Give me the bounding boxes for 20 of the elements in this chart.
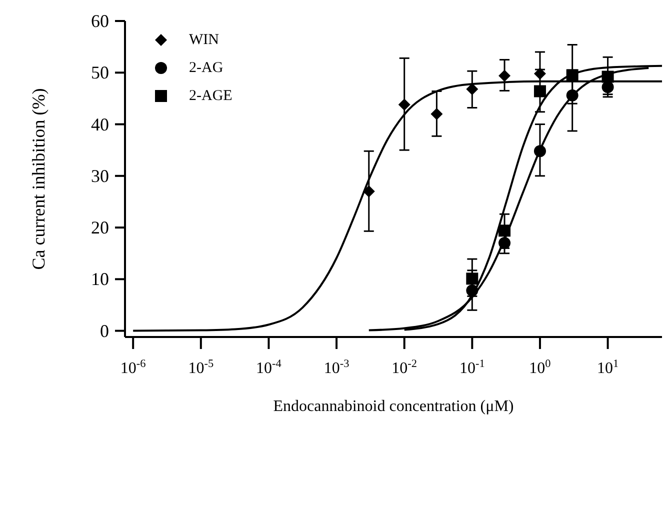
y-tick-label: 40 xyxy=(91,114,109,134)
x-tick-label: 10$^{-1}$ xyxy=(459,358,485,377)
x-tick-label: 10$^{-4}$ xyxy=(256,358,282,377)
x-tick-label: 10$^{-5}$ xyxy=(188,358,214,377)
y-tick-label: 30 xyxy=(91,166,109,186)
x-tick-label: 10$^{1}$ xyxy=(596,358,619,377)
x-tick-label: 10$^{-6}$ xyxy=(120,358,146,377)
legend-label: 2-AG xyxy=(189,60,224,76)
legend-label: WIN xyxy=(189,32,219,48)
x-tick-label: 10$^{-2}$ xyxy=(392,358,418,377)
y-tick-label: 0 xyxy=(100,320,109,341)
y-tick-label: 20 xyxy=(91,218,109,238)
y-tick-label: 60 xyxy=(91,11,109,31)
legend-label: 2-AGE xyxy=(189,88,232,104)
y-axis-title: Ca current inhibition (%) xyxy=(28,88,48,270)
x-tick-label: 10$^{-3}$ xyxy=(324,358,350,377)
x-axis-title: Endocannabinoid concentration (μM) xyxy=(273,398,514,415)
y-tick-label: 50 xyxy=(91,62,109,83)
y-tick-label: 10 xyxy=(91,269,109,290)
x-tick-label: 10$^{0}$ xyxy=(529,358,552,377)
